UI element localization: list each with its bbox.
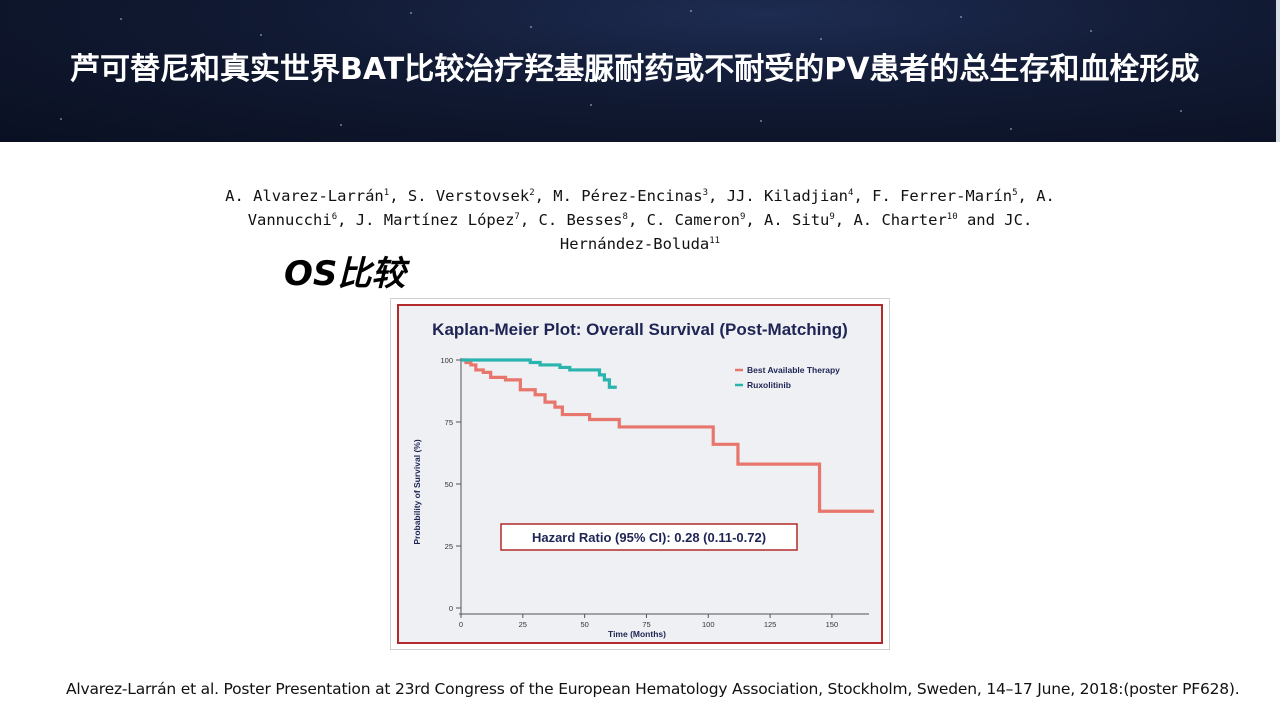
y-tick-label: 50 xyxy=(445,480,453,489)
author-affiliation: 8 xyxy=(622,212,628,223)
author-name: A. Situ xyxy=(764,211,830,230)
author-name: A. Alvarez-Larrán xyxy=(225,187,384,206)
author-affiliation: 5 xyxy=(1012,188,1018,198)
x-tick-label: 0 xyxy=(459,620,463,629)
author-separator: , xyxy=(708,187,727,206)
x-tick-label: 75 xyxy=(642,620,650,629)
author-separator: , xyxy=(519,211,539,230)
author-separator: , xyxy=(534,187,554,206)
y-tick-label: 75 xyxy=(445,418,453,427)
author-list: A. Alvarez-Larrán1, S. Verstovsek2, M. P… xyxy=(214,183,1066,255)
series-line-bat xyxy=(461,358,874,513)
author-entry: M. Pérez-Encinas3, xyxy=(553,187,726,205)
citation-footer: Alvarez-Larrán et al. Poster Presentatio… xyxy=(66,680,1240,698)
header-edge xyxy=(1276,0,1280,142)
legend-label: Best Available Therapy xyxy=(747,365,840,375)
y-tick-label: 100 xyxy=(440,356,453,365)
author-name: A. Vannucchi xyxy=(247,187,1055,230)
author-separator: , xyxy=(337,211,356,230)
author-affiliation: 4 xyxy=(848,188,854,198)
author-separator: , xyxy=(745,211,765,230)
y-axis-label: Probability of Survival (%) xyxy=(412,439,422,544)
author-entry: J. Martínez López7, xyxy=(356,211,539,229)
x-tick-label: 50 xyxy=(580,620,588,629)
author-entry: S. Verstovsek2, xyxy=(408,187,553,205)
author-affiliation: 9 xyxy=(739,212,746,223)
author-affiliation: 11 xyxy=(709,236,721,247)
author-name: J. Martínez López xyxy=(355,211,515,230)
y-tick-label: 0 xyxy=(449,604,453,613)
chart-panel: Kaplan-Meier Plot: Overall Survival (Pos… xyxy=(397,304,883,644)
slide-title: 芦可替尼和真实世界BAT比较治疗羟基脲耐药或不耐受的PV患者的总生存和血栓形成 xyxy=(70,52,1200,87)
series-line-ruxolitinib xyxy=(461,358,617,389)
author-name: M. Pérez-Encinas xyxy=(553,187,703,206)
x-axis-label: Time (Months) xyxy=(608,629,666,639)
author-name: C. Cameron xyxy=(646,211,740,230)
author-entry: C. Cameron9, xyxy=(647,211,764,229)
y-tick-label: 25 xyxy=(445,542,453,551)
legend-label: Ruxolitinib xyxy=(747,380,791,390)
km-plot: 0 25 50 75 100 0 25 50 75 100 125 150 Time (Months) P… xyxy=(412,356,874,639)
author-separator: , xyxy=(853,187,873,206)
author-name: F. Ferrer-Marín xyxy=(872,187,1013,206)
hazard-ratio-annotation: Hazard Ratio (95% CI): 0.28 (0.11-0.72) xyxy=(532,530,766,545)
author-affiliation: 10 xyxy=(946,212,958,223)
author-entry: JC. Hernández-Boluda11 xyxy=(560,211,1032,253)
author-name: JC. Hernández-Boluda xyxy=(559,211,1033,254)
author-affiliation: 2 xyxy=(529,188,535,198)
author-entry: A. Vannucchi6, xyxy=(248,187,1055,229)
author-separator: , xyxy=(1017,187,1037,206)
annotation-box xyxy=(500,523,798,551)
author-entry: F. Ferrer-Marín5, xyxy=(872,187,1036,205)
author-name: C. Besses xyxy=(538,211,623,230)
author-separator: and xyxy=(957,211,1005,230)
author-separator: , xyxy=(627,211,647,230)
chart-title: Kaplan-Meier Plot: Overall Survival (Pos… xyxy=(432,320,848,339)
chart-frame: Kaplan-Meier Plot: Overall Survival (Pos… xyxy=(390,298,890,650)
author-separator: , xyxy=(389,187,408,206)
author-name: JJ. Kiladjian xyxy=(726,187,849,206)
x-tick-label: 100 xyxy=(702,620,715,629)
x-tick-label: 125 xyxy=(764,620,777,629)
author-affiliation: 6 xyxy=(331,212,338,223)
author-affiliation: 7 xyxy=(514,212,520,223)
author-entry: A. Alvarez-Larrán1, xyxy=(225,187,408,205)
author-name: S. Verstovsek xyxy=(407,187,530,206)
author-entry: A. Charter10 and xyxy=(853,211,1004,229)
author-affiliation: 1 xyxy=(383,188,390,198)
x-tick-label: 150 xyxy=(826,620,839,629)
x-tick-label: 25 xyxy=(519,620,527,629)
section-title: OS比较 xyxy=(284,254,406,294)
author-affiliation: 3 xyxy=(702,188,709,198)
author-separator: , xyxy=(834,211,854,230)
author-name: A. Charter xyxy=(853,211,947,230)
author-entry: JJ. Kiladjian4, xyxy=(727,187,872,205)
author-entry: C. Besses8, xyxy=(539,211,647,229)
slide-header: 芦可替尼和真实世界BAT比较治疗羟基脲耐药或不耐受的PV患者的总生存和血栓形成 xyxy=(0,0,1280,142)
author-entry: A. Situ9, xyxy=(764,211,853,229)
author-affiliation: 9 xyxy=(829,212,835,223)
